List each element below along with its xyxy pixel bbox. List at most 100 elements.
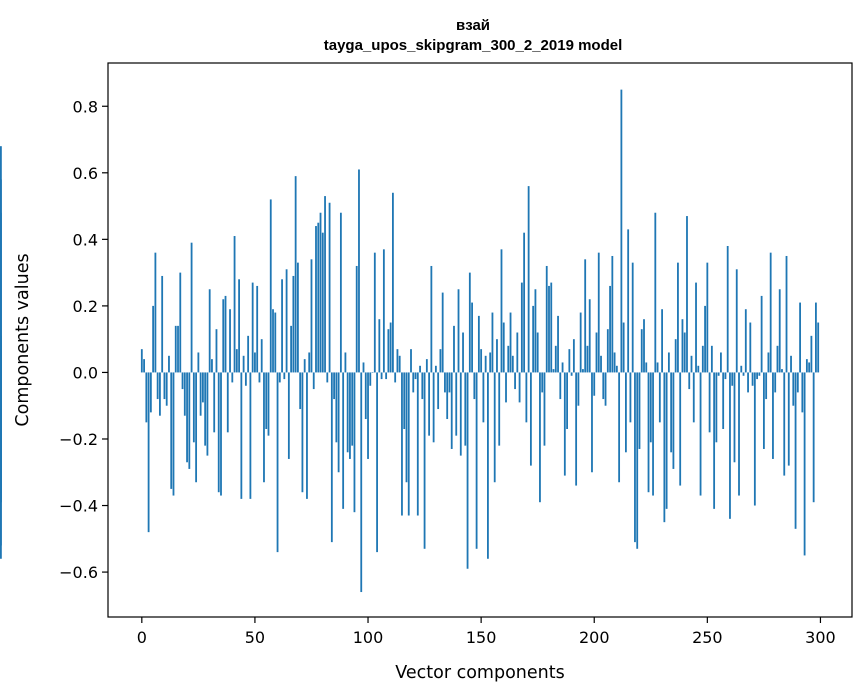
bar-component-118 [407,372,410,516]
bar-component-159 [500,249,503,373]
bar-component-242 [688,372,691,390]
bar-component-296 [810,335,813,373]
bar-component-251 [708,372,711,433]
bar-component-245 [695,282,697,373]
bar-component-158 [498,372,501,446]
bar-component-73 [306,372,308,499]
bar-component-116 [403,372,406,429]
bar-component-154 [489,352,492,373]
bar-component-19 [183,372,186,416]
bar-component-210 [615,365,618,373]
bar-component-151 [482,372,485,423]
bar-component-152 [484,355,487,373]
chart-title: взай [456,17,490,34]
bar-component-41 [233,236,236,373]
bar-component-50 [254,352,256,373]
bar-component-117 [405,372,408,483]
bar-component-115 [401,372,403,516]
bar-component-12 [168,355,170,373]
bar-component-0 [140,349,143,373]
bar-component-8 [159,372,161,416]
bar-component-234 [670,372,673,453]
bar-component-61 [278,372,281,383]
bar-component-225 [649,372,652,443]
bar-component-282 [778,289,781,373]
bar-component-31 [211,359,213,373]
bar-component-293 [803,372,806,556]
bar-component-179 [545,265,548,373]
bar-component-46 [244,372,247,386]
bar-component-22 [190,242,193,373]
plot-frame [107,62,853,618]
bar-component-160 [502,322,505,373]
bar-component-3 [147,372,150,533]
bar-component-133 [441,292,444,373]
bar-component-72 [303,359,306,373]
bar-component-undefined [0,179,2,373]
bar-component-57 [269,199,272,373]
y-tick-label: 0.2 [73,297,98,316]
bar-component-26 [199,372,202,416]
bar-component-153 [487,372,489,559]
bar-component-63 [283,372,286,380]
bar-component-155 [491,312,494,373]
bar-component-255 [717,372,720,376]
bar-component-71 [301,372,304,493]
bar-component-227 [654,212,657,373]
bar-component-254 [715,372,718,443]
bar-component-88 [339,212,342,373]
bar-component-222 [643,319,645,373]
bar-component-42 [235,349,238,373]
x-tick-label: 0 [137,628,147,647]
bar-component-209 [613,352,616,373]
bar-component-49 [251,282,254,373]
x-tick-label: 150 [466,628,497,647]
bar-component-266 [742,372,745,376]
bar-component-79 [319,212,322,373]
bar-component-275 [762,372,765,449]
bar-component-39 [229,309,231,373]
bar-component-176 [539,372,541,503]
y-axis-ticks: −0.6 −0.4 −0.2 0.0 0.2 0.4 0.6 0.8 [59,97,108,582]
bar-component-110 [389,322,392,373]
bar-component-284 [783,372,786,476]
bar-component-30 [208,289,211,373]
bar-component-136 [448,372,451,393]
bar-component-18 [181,372,184,390]
bar-component-119 [410,349,412,373]
bar-component-249 [704,305,706,373]
bar-component-131 [437,372,440,410]
bar-component-216 [629,372,632,423]
bar-component-294 [805,359,808,373]
y-tick-label: −0.6 [59,563,98,582]
bar-component-129 [432,372,435,443]
bar-component-189 [568,349,571,373]
bar-component-109 [387,329,390,373]
bar-component-203 [600,355,602,373]
bar-component-16 [177,325,179,373]
bar-component-89 [342,372,345,509]
bar-component-105 [378,319,381,373]
bar-component-231 [663,372,666,523]
bar-component-276 [765,372,768,400]
bar-component-278 [769,252,772,373]
bar-component-62 [281,279,283,373]
bar-component-218 [634,372,636,543]
bar-component-104 [376,372,378,553]
bar-component-24 [195,372,198,483]
bar-component-33 [215,329,218,373]
bar-component-265 [740,365,743,373]
bar-component-240 [683,332,686,373]
bar-component-11 [165,372,168,406]
bar-component-191 [572,339,575,373]
bar-component-122 [416,372,419,516]
bar-component-145 [468,272,471,373]
bar-component-114 [398,355,401,373]
bar-component-139 [455,372,458,436]
bar-component-58 [272,309,274,373]
bar-component-195 [582,369,584,373]
y-tick-label: 0.6 [73,164,98,183]
bar-component-25 [197,352,200,373]
bar-component-143 [464,372,467,446]
bar-component-232 [665,372,668,509]
